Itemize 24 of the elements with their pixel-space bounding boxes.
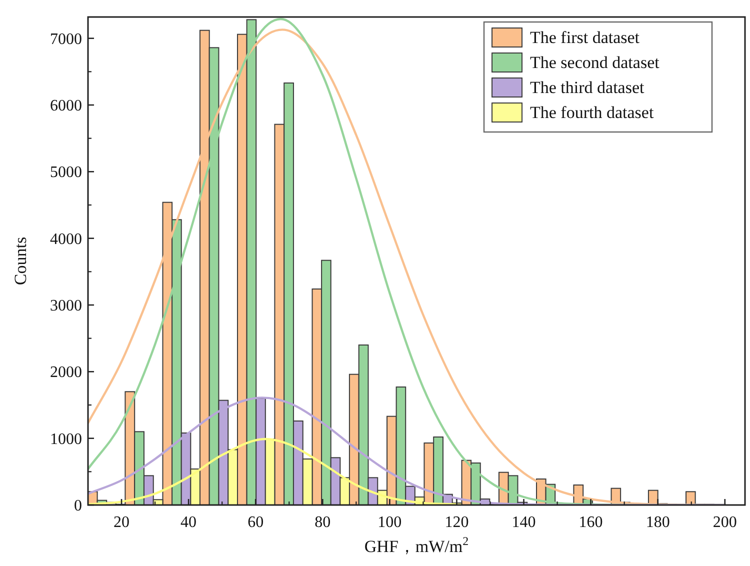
legend-label: The fourth dataset bbox=[530, 103, 654, 122]
x-tick-label: 120 bbox=[444, 514, 469, 531]
x-tick-label: 80 bbox=[314, 514, 331, 531]
y-tick-label: 2000 bbox=[50, 364, 82, 382]
x-tick-label: 160 bbox=[578, 514, 603, 531]
y-tick-label: 4000 bbox=[50, 230, 82, 248]
y-tick-label: 7000 bbox=[50, 30, 82, 48]
legend-label: The third dataset bbox=[530, 78, 645, 97]
y-tick-label: 5000 bbox=[50, 164, 82, 182]
x-tick-label: 100 bbox=[378, 514, 402, 531]
x-tick-label: 180 bbox=[646, 514, 670, 531]
y-tick-label: 1000 bbox=[50, 430, 82, 448]
y-tick-label: 6000 bbox=[50, 98, 82, 114]
x-tick-label: 140 bbox=[512, 514, 536, 531]
y-tick-label: 0 bbox=[74, 498, 82, 514]
y-axis-title: Counts bbox=[11, 236, 30, 286]
x-tick-label: 40 bbox=[180, 514, 197, 531]
x-tick-label: 200 bbox=[712, 514, 737, 531]
x-tick-label: 60 bbox=[248, 514, 264, 531]
x-tick-label: 20 bbox=[114, 514, 130, 531]
y-tick-label: 3000 bbox=[50, 298, 82, 314]
x-axis-title: GHF，mW/m$^{2}$ bbox=[364, 534, 469, 556]
legend-label: The first dataset bbox=[530, 28, 640, 47]
legend-label: The second dataset bbox=[530, 53, 660, 72]
